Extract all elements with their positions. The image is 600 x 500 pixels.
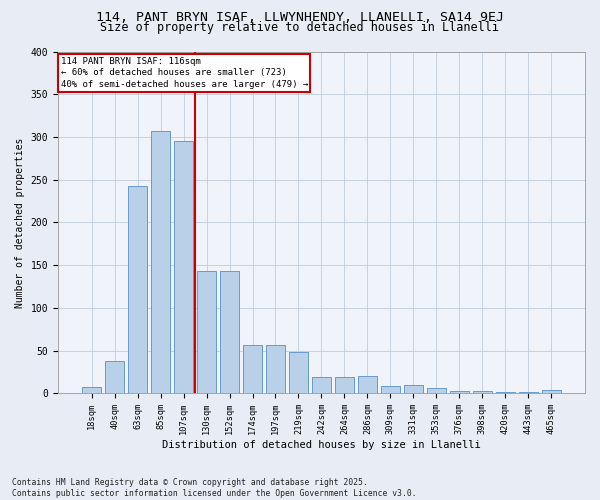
Bar: [358, 376, 377, 393]
Bar: [220, 271, 239, 393]
Bar: [335, 377, 354, 393]
Bar: [82, 387, 101, 393]
Bar: [380, 386, 400, 393]
Bar: [197, 271, 217, 393]
Bar: [105, 361, 124, 393]
Bar: [496, 392, 515, 393]
Bar: [128, 186, 148, 393]
Bar: [449, 390, 469, 393]
Text: Size of property relative to detached houses in Llanelli: Size of property relative to detached ho…: [101, 21, 499, 34]
Bar: [542, 390, 561, 393]
Bar: [151, 131, 170, 393]
X-axis label: Distribution of detached houses by size in Llanelli: Distribution of detached houses by size …: [162, 440, 481, 450]
Bar: [243, 344, 262, 393]
Text: Contains HM Land Registry data © Crown copyright and database right 2025.
Contai: Contains HM Land Registry data © Crown c…: [12, 478, 416, 498]
Bar: [427, 388, 446, 393]
Bar: [518, 392, 538, 393]
Bar: [473, 390, 492, 393]
Bar: [289, 352, 308, 393]
Text: 114 PANT BRYN ISAF: 116sqm
← 60% of detached houses are smaller (723)
40% of sem: 114 PANT BRYN ISAF: 116sqm ← 60% of deta…: [61, 56, 308, 89]
Bar: [174, 141, 193, 393]
Bar: [266, 344, 285, 393]
Bar: [311, 377, 331, 393]
Y-axis label: Number of detached properties: Number of detached properties: [15, 137, 25, 308]
Text: 114, PANT BRYN ISAF, LLWYNHENDY, LLANELLI, SA14 9EJ: 114, PANT BRYN ISAF, LLWYNHENDY, LLANELL…: [96, 11, 504, 24]
Bar: [404, 384, 423, 393]
